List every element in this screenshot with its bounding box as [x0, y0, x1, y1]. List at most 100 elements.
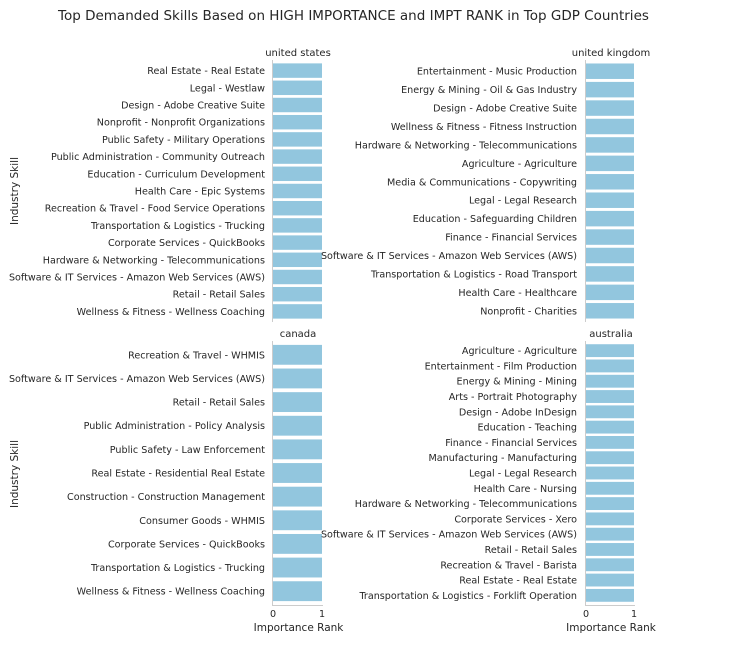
- bar: [273, 581, 322, 602]
- y-tick-label: Arts - Portrait Photography: [449, 392, 578, 403]
- x-tick-label: 1: [319, 609, 325, 620]
- y-tick-label: Entertainment - Film Production: [425, 361, 577, 372]
- bar: [586, 229, 634, 245]
- y-tick-label: Entertainment - Music Production: [417, 67, 577, 78]
- y-tick-label: Nonprofit - Charities: [480, 306, 577, 317]
- y-tick-label: Recreation & Travel - Barista: [440, 560, 577, 571]
- bar: [586, 512, 634, 526]
- bar: [273, 533, 322, 554]
- y-tick-label: Retail - Retail Sales: [173, 398, 265, 409]
- bar: [586, 100, 634, 116]
- y-tick-label: Retail - Retail Sales: [173, 290, 265, 301]
- bar: [586, 155, 634, 172]
- y-tick-label: Recreation & Travel - WHMIS: [128, 350, 265, 361]
- bar: [273, 149, 322, 164]
- x-axis-label: Importance Rank: [254, 622, 345, 634]
- y-tick-label: Manufacturing - Manufacturing: [428, 453, 577, 464]
- bar: [273, 63, 322, 78]
- bar: [586, 374, 634, 388]
- bar: [586, 588, 634, 602]
- bar: [586, 192, 634, 208]
- x-tick-label: 0: [583, 609, 589, 620]
- bar: [273, 439, 322, 460]
- y-tick-label: Education - Teaching: [477, 423, 577, 434]
- bar: [586, 284, 634, 301]
- y-tick-label: Transportation & Logistics - Trucking: [90, 563, 265, 574]
- y-tick-label: Wellness & Fitness - Wellness Coaching: [77, 587, 265, 598]
- bar: [586, 247, 634, 264]
- bar: [273, 183, 322, 199]
- x-tick-label: 1: [631, 609, 637, 620]
- y-tick-label: Agriculture - Agriculture: [462, 159, 577, 170]
- bar: [586, 81, 634, 98]
- panel-title: australia: [589, 329, 633, 340]
- y-tick-label: Public Administration - Policy Analysis: [84, 421, 265, 432]
- bar: [586, 466, 634, 480]
- bar: [273, 252, 322, 268]
- panel-title: united states: [265, 48, 331, 59]
- bar: [586, 405, 634, 419]
- bar: [586, 63, 634, 79]
- y-tick-label: Legal - Legal Research: [469, 469, 577, 480]
- y-tick-label: Real Estate - Real Estate: [147, 66, 265, 77]
- x-axis-label: Importance Rank: [566, 622, 657, 634]
- y-tick-label: Corporate Services - QuickBooks: [108, 238, 265, 249]
- y-tick-label: Retail - Retail Sales: [485, 545, 577, 556]
- bar: [586, 359, 634, 373]
- y-tick-label: Public Administration - Community Outrea…: [51, 152, 265, 163]
- y-tick-label: Consumer Goods - WHMIS: [139, 516, 265, 527]
- bar: [586, 174, 634, 190]
- bar: [586, 420, 634, 434]
- bar: [273, 392, 322, 413]
- bar: [273, 218, 322, 233]
- bar: [273, 557, 322, 578]
- y-tick-label: Health Care - Epic Systems: [135, 187, 265, 198]
- bar: [586, 451, 634, 465]
- y-axis-label: Industry Skill: [9, 157, 21, 225]
- y-tick-label: Software & IT Services - Amazon Web Serv…: [9, 273, 265, 284]
- y-tick-label: Hardware & Networking - Telecommunicatio…: [355, 499, 577, 510]
- bar: [273, 200, 322, 216]
- bar: [586, 390, 634, 403]
- y-tick-label: Media & Communications - Copywriting: [387, 177, 577, 188]
- bar: [586, 543, 634, 556]
- y-tick-label: Finance - Financial Services: [445, 438, 577, 449]
- y-tick-label: Finance - Financial Services: [445, 233, 577, 244]
- y-tick-label: Education - Curriculum Development: [87, 169, 265, 180]
- bar: [586, 344, 634, 358]
- y-tick-label: Recreation & Travel - Food Service Opera…: [45, 204, 265, 215]
- y-tick-label: Software & IT Services - Amazon Web Serv…: [321, 530, 577, 541]
- bar: [273, 415, 322, 436]
- y-tick-label: Transportation & Logistics - Road Transp…: [370, 269, 577, 280]
- y-tick-label: Wellness & Fitness - Fitness Instruction: [391, 122, 577, 133]
- bar: [586, 527, 634, 541]
- bar: [273, 97, 322, 113]
- bar: [273, 166, 322, 182]
- panel-title: united kingdom: [572, 48, 651, 59]
- bar: [586, 497, 634, 511]
- bar: [273, 269, 322, 285]
- y-tick-label: Public Safety - Military Operations: [102, 135, 265, 146]
- panel-title: canada: [280, 329, 317, 340]
- y-tick-label: Design - Adobe Creative Suite: [433, 104, 577, 115]
- y-tick-label: Corporate Services - Xero: [454, 514, 577, 525]
- bar: [586, 118, 634, 135]
- y-tick-label: Health Care - Healthcare: [458, 288, 577, 299]
- y-tick-label: Design - Adobe Creative Suite: [121, 101, 265, 112]
- y-tick-label: Transportation & Logistics - Forklift Op…: [358, 591, 577, 602]
- y-tick-label: Design - Adobe InDesign: [459, 407, 577, 418]
- bar: [586, 266, 634, 282]
- y-tick-label: Legal - Westlaw: [190, 83, 265, 94]
- y-tick-label: Legal - Legal Research: [469, 196, 577, 207]
- y-tick-label: Software & IT Services - Amazon Web Serv…: [9, 374, 265, 385]
- bar: [586, 210, 634, 227]
- bar: [273, 114, 322, 130]
- y-tick-label: Agriculture - Agriculture: [462, 346, 577, 357]
- y-tick-label: Real Estate - Residential Real Estate: [91, 469, 265, 480]
- x-tick-label: 0: [270, 609, 276, 620]
- y-tick-label: Construction - Construction Management: [67, 492, 265, 503]
- y-tick-label: Real Estate - Real Estate: [459, 576, 577, 587]
- bar: [586, 303, 634, 319]
